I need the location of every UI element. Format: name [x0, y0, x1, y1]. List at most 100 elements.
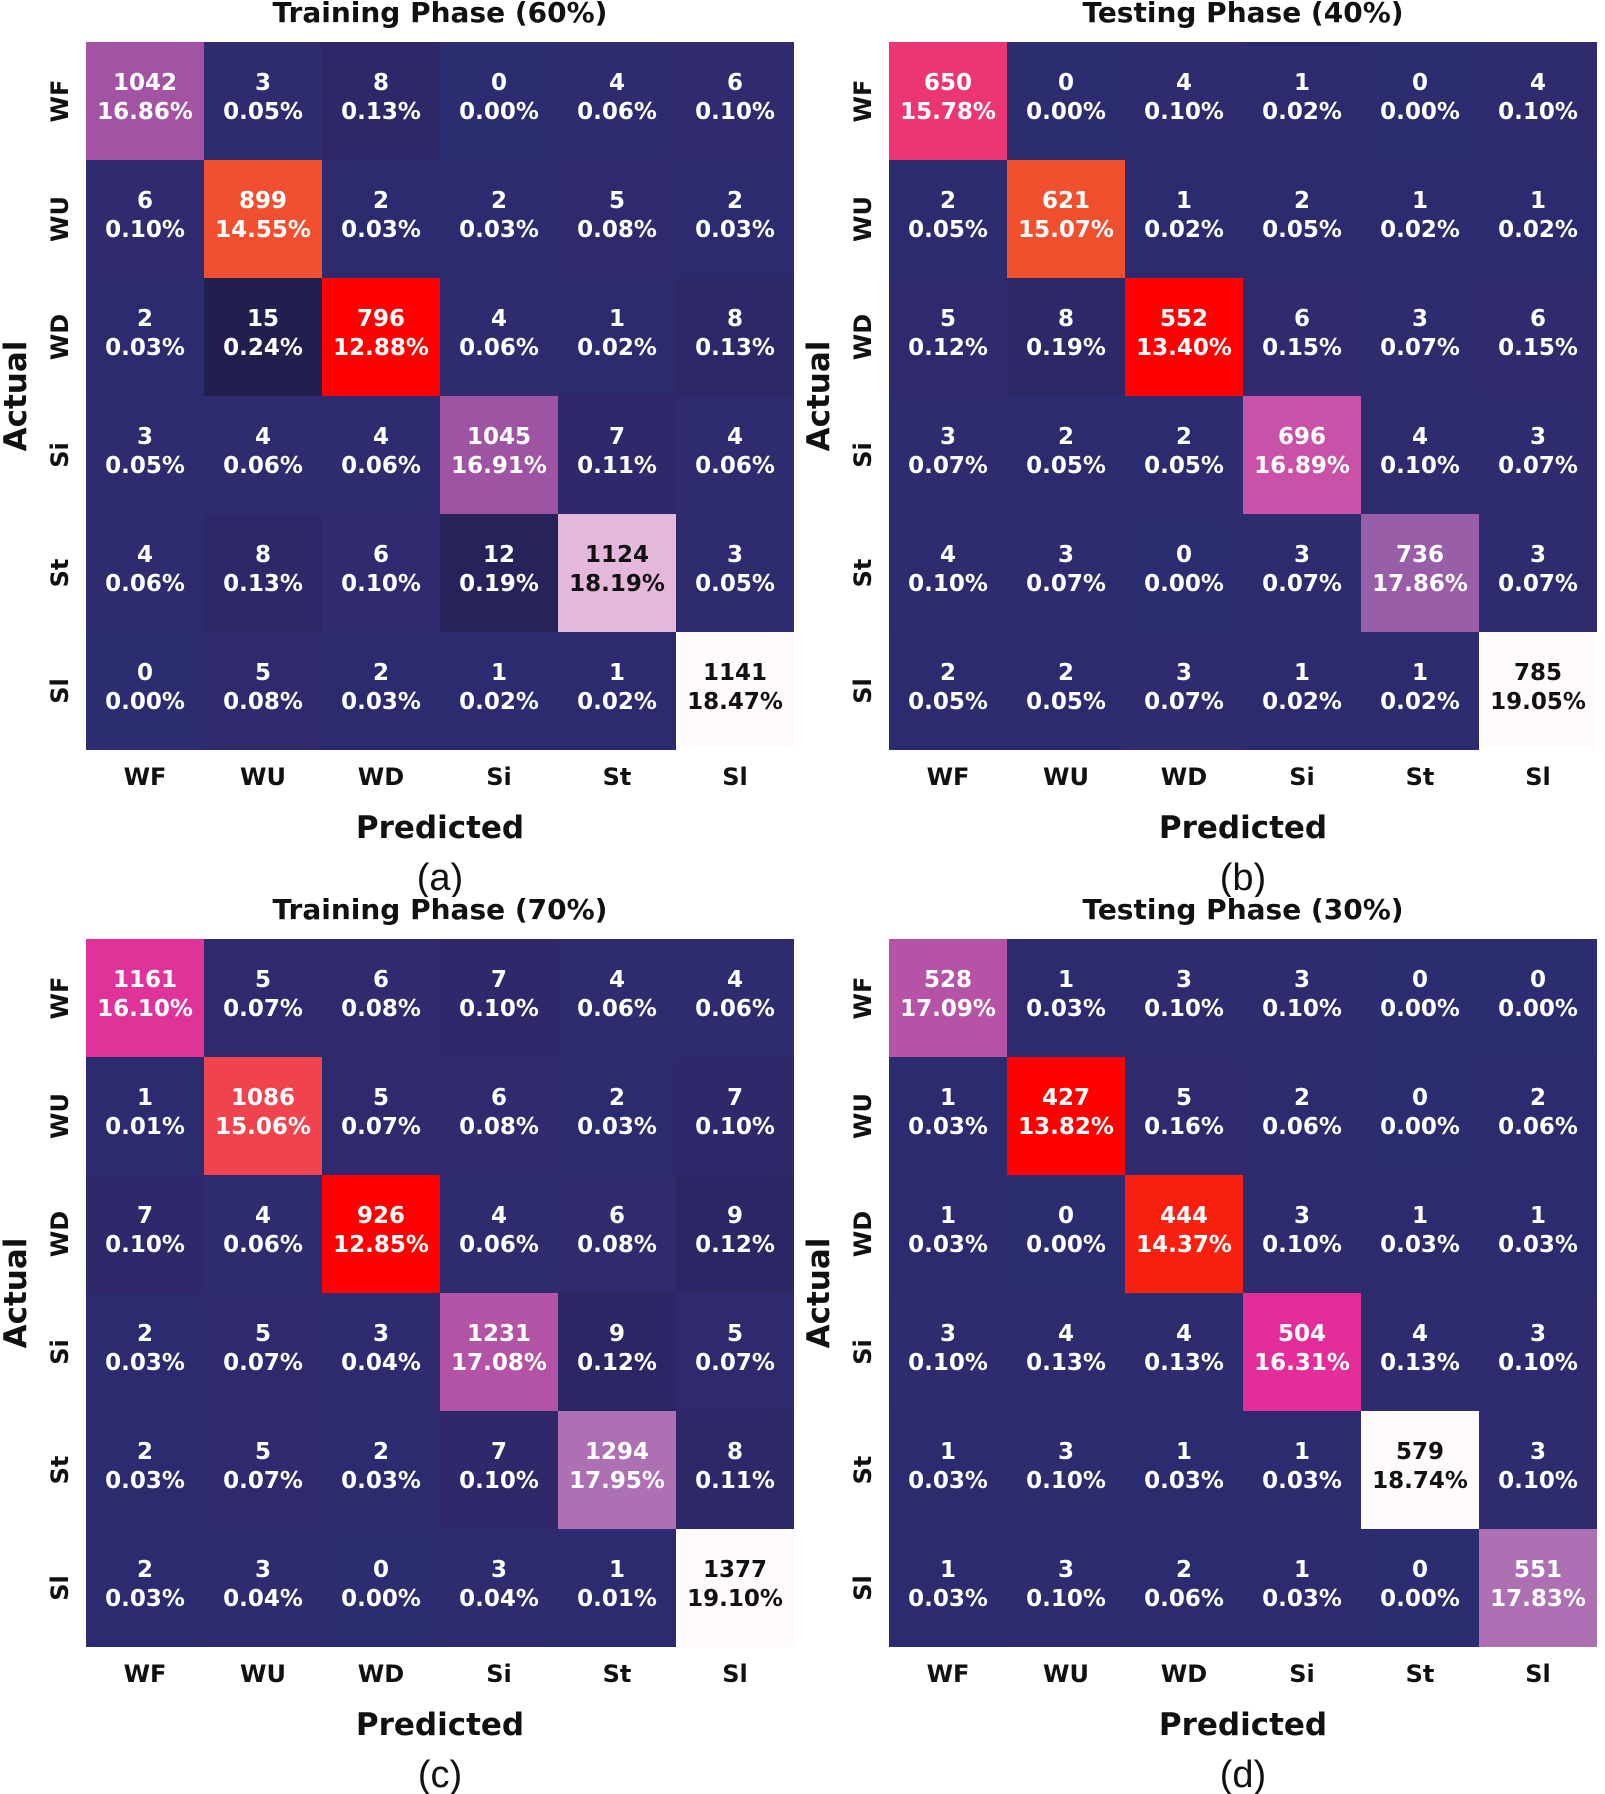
cell-percent: 0.02%	[1380, 689, 1460, 715]
heatmap-cell	[1007, 939, 1125, 1057]
heatmap-cell	[1243, 1175, 1361, 1293]
cell-percent: 0.13%	[1380, 1350, 1460, 1376]
x-tick-label: St	[1406, 763, 1435, 791]
cell-count: 0	[1058, 1203, 1074, 1229]
x-tick-label: WF	[124, 763, 167, 791]
cell-percent: 0.03%	[1380, 1232, 1460, 1258]
heatmap-cell	[558, 42, 676, 160]
x-tick-label: WF	[927, 1660, 970, 1688]
cell-count: 1	[940, 1439, 956, 1465]
heatmap-cell	[1125, 514, 1243, 632]
cell-percent: 0.07%	[1144, 689, 1224, 715]
x-axis-label: Predicted	[356, 1707, 524, 1743]
heatmap-cell	[1361, 1057, 1479, 1175]
heatmap-cell	[1243, 1529, 1361, 1647]
cell-percent: 0.12%	[908, 335, 988, 361]
y-tick-label: St	[849, 559, 877, 588]
cell-count: 6	[491, 1085, 507, 1111]
heatmap-cell	[1125, 632, 1243, 750]
heatmap-cell	[676, 396, 794, 514]
cell-count: 1	[1176, 1439, 1192, 1465]
heatmap-cell	[86, 160, 204, 278]
cell-percent: 0.04%	[223, 1586, 303, 1612]
heatmap-cell	[1479, 1411, 1597, 1529]
cell-percent: 0.10%	[1380, 453, 1460, 479]
cell-count: 4	[491, 1203, 507, 1229]
cell-percent: 0.06%	[459, 1232, 539, 1258]
cell-percent: 0.01%	[577, 1586, 657, 1612]
heatmap-cell	[322, 42, 440, 160]
heatmap-cell	[204, 160, 322, 278]
cell-percent: 0.06%	[105, 571, 185, 597]
cell-count: 528	[924, 967, 972, 993]
cell-count: 0	[1176, 542, 1192, 568]
heatmap-cell	[440, 1175, 558, 1293]
cell-count: 5	[255, 1439, 271, 1465]
cell-percent: 0.03%	[1026, 996, 1106, 1022]
cell-count: 1	[940, 1203, 956, 1229]
cell-count: 7	[491, 967, 507, 993]
heatmap-cell	[558, 1057, 676, 1175]
cell-percent: 19.10%	[687, 1586, 783, 1612]
cell-percent: 0.05%	[1262, 217, 1342, 243]
x-tick-label: WU	[1043, 1660, 1089, 1688]
y-tick-label: Sl	[849, 678, 877, 704]
heatmap-cell	[1479, 160, 1597, 278]
cell-percent: 0.10%	[341, 571, 421, 597]
cell-count: 551	[1514, 1557, 1562, 1583]
cell-count: 4	[255, 1203, 271, 1229]
cell-count: 3	[940, 1321, 956, 1347]
cell-percent: 0.19%	[459, 571, 539, 597]
cell-percent: 0.07%	[908, 453, 988, 479]
heatmap-cell	[1007, 42, 1125, 160]
cell-count: 3	[1412, 306, 1428, 332]
cell-count: 4	[1058, 1321, 1074, 1347]
heatmap-cell	[204, 1411, 322, 1529]
y-tick-label: WF	[46, 80, 74, 123]
cell-count: 1124	[585, 542, 649, 568]
x-tick-label: St	[603, 1660, 632, 1688]
cell-percent: 0.03%	[577, 1114, 657, 1140]
heatmap-cell	[1479, 1529, 1597, 1647]
cell-percent: 0.06%	[223, 1232, 303, 1258]
heatmap-cell	[1479, 396, 1597, 514]
cell-count: 4	[727, 424, 743, 450]
cell-percent: 0.10%	[459, 996, 539, 1022]
cell-percent: 0.13%	[695, 335, 775, 361]
heatmap-cell	[86, 396, 204, 514]
cell-count: 1	[1176, 188, 1192, 214]
heatmap-cell	[558, 1411, 676, 1529]
heatmap-cell	[676, 514, 794, 632]
cell-count: 1	[609, 306, 625, 332]
cell-count: 696	[1278, 424, 1326, 450]
cell-percent: 0.03%	[341, 217, 421, 243]
cell-percent: 0.24%	[223, 335, 303, 361]
cell-count: 427	[1042, 1085, 1090, 1111]
heatmap-cell	[322, 632, 440, 750]
cell-count: 8	[727, 306, 743, 332]
heatmap-cell	[676, 160, 794, 278]
cell-percent: 0.07%	[1498, 453, 1578, 479]
cell-count: 15	[247, 306, 279, 332]
panel-label: (c)	[418, 1754, 462, 1794]
cell-count: 3	[1176, 660, 1192, 686]
cell-percent: 0.02%	[459, 689, 539, 715]
cell-count: 1294	[585, 1439, 649, 1465]
cell-percent: 17.83%	[1490, 1586, 1586, 1612]
heatmap-cell	[322, 396, 440, 514]
cell-percent: 0.03%	[908, 1586, 988, 1612]
heatmap-cell	[558, 396, 676, 514]
cell-count: 736	[1396, 542, 1444, 568]
cell-percent: 19.05%	[1490, 689, 1586, 715]
cell-count: 3	[1530, 1321, 1546, 1347]
heatmap-cell	[322, 160, 440, 278]
cell-count: 2	[137, 1557, 153, 1583]
cell-count: 3	[1294, 542, 1310, 568]
cell-count: 4	[255, 424, 271, 450]
heatmap-cell	[889, 939, 1007, 1057]
cell-percent: 0.06%	[577, 99, 657, 125]
chart-title: Training Phase (70%)	[273, 897, 608, 926]
cell-percent: 0.15%	[1498, 335, 1578, 361]
heatmap-cell	[1125, 939, 1243, 1057]
cell-percent: 0.06%	[341, 453, 421, 479]
